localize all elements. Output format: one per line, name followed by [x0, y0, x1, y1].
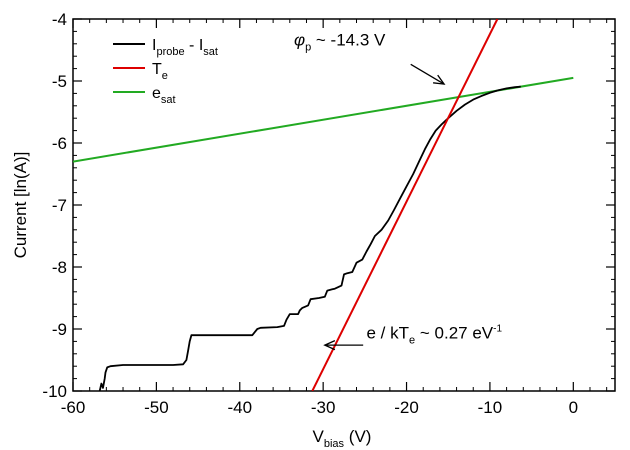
legend-sub2: sat	[203, 46, 218, 58]
legend-main: I	[152, 37, 156, 54]
probe-current-line	[98, 85, 521, 391]
annotation-arrowhead	[433, 74, 446, 85]
slope-value: ~ 0.27 eV	[415, 323, 494, 342]
y-tick-label: -4	[52, 10, 67, 29]
x-tick-label: -60	[61, 398, 86, 417]
phi-subscript: p	[305, 42, 311, 54]
slope-subscript: e	[409, 334, 415, 346]
y-tick-label: -7	[52, 196, 67, 215]
x-tick-label: -10	[478, 398, 503, 417]
y-tick-label: -8	[52, 258, 67, 277]
x-tick-label: -40	[227, 398, 252, 417]
y-tick-label: -5	[52, 72, 67, 91]
y-tick-label: -6	[52, 134, 67, 153]
annotation-arrow	[410, 63, 445, 85]
phi-symbol: φ	[294, 31, 305, 50]
axis-ticks: -60 -50 -40 -30 -20 -10 0 -10 -9 -8 -7 -6 -5 -4	[42, 10, 615, 417]
esat-fit-line	[73, 76, 574, 163]
x-tick-label: 0	[569, 398, 578, 417]
x-tick-label: -20	[394, 398, 419, 417]
x-tick-label: -30	[311, 398, 336, 417]
legend-sub: probe	[156, 46, 184, 58]
axis-labels: Vbias (V) Current [ln(A)]	[11, 152, 371, 450]
legend-te: Te	[113, 61, 168, 82]
y-tick-label: -10	[42, 382, 67, 401]
slope-superscript: -1	[493, 323, 502, 334]
annotations: φp ~ -14.3 V e / kTe ~ 0.27 eV-1	[294, 31, 503, 351]
legend-main: T	[152, 61, 162, 78]
legend-sub: sat	[161, 94, 176, 106]
x-axis-label-units: (V)	[344, 427, 371, 446]
data-series	[73, 19, 574, 391]
y-tick-label: -9	[52, 320, 67, 339]
legend-esat: esat	[113, 85, 176, 106]
legend-probe-current: Iprobe - Isat	[113, 37, 218, 58]
legend-label: esat	[152, 85, 176, 106]
plasma-potential-label: φp ~ -14.3 V	[294, 31, 386, 54]
slope-text: e / kT	[367, 323, 410, 342]
legend-mid: - I	[185, 37, 204, 54]
x-axis-label-main: V	[313, 427, 325, 446]
legend-sub: e	[162, 70, 168, 82]
legend-label: Te	[152, 61, 168, 82]
te-fit-line	[311, 19, 499, 391]
annotation-arrowhead	[323, 340, 336, 351]
phi-value: ~ -14.3 V	[311, 31, 386, 50]
x-axis-label-sub: bias	[324, 438, 345, 450]
y-axis-label: Current [ln(A)]	[11, 152, 30, 259]
x-axis-label: Vbias (V)	[313, 427, 372, 450]
legend-label: Iprobe - Isat	[152, 37, 218, 58]
x-tick-label: -50	[144, 398, 169, 417]
legend-main: e	[152, 85, 161, 102]
inverse-temperature-label: e / kTe ~ 0.27 eV-1	[367, 323, 503, 346]
